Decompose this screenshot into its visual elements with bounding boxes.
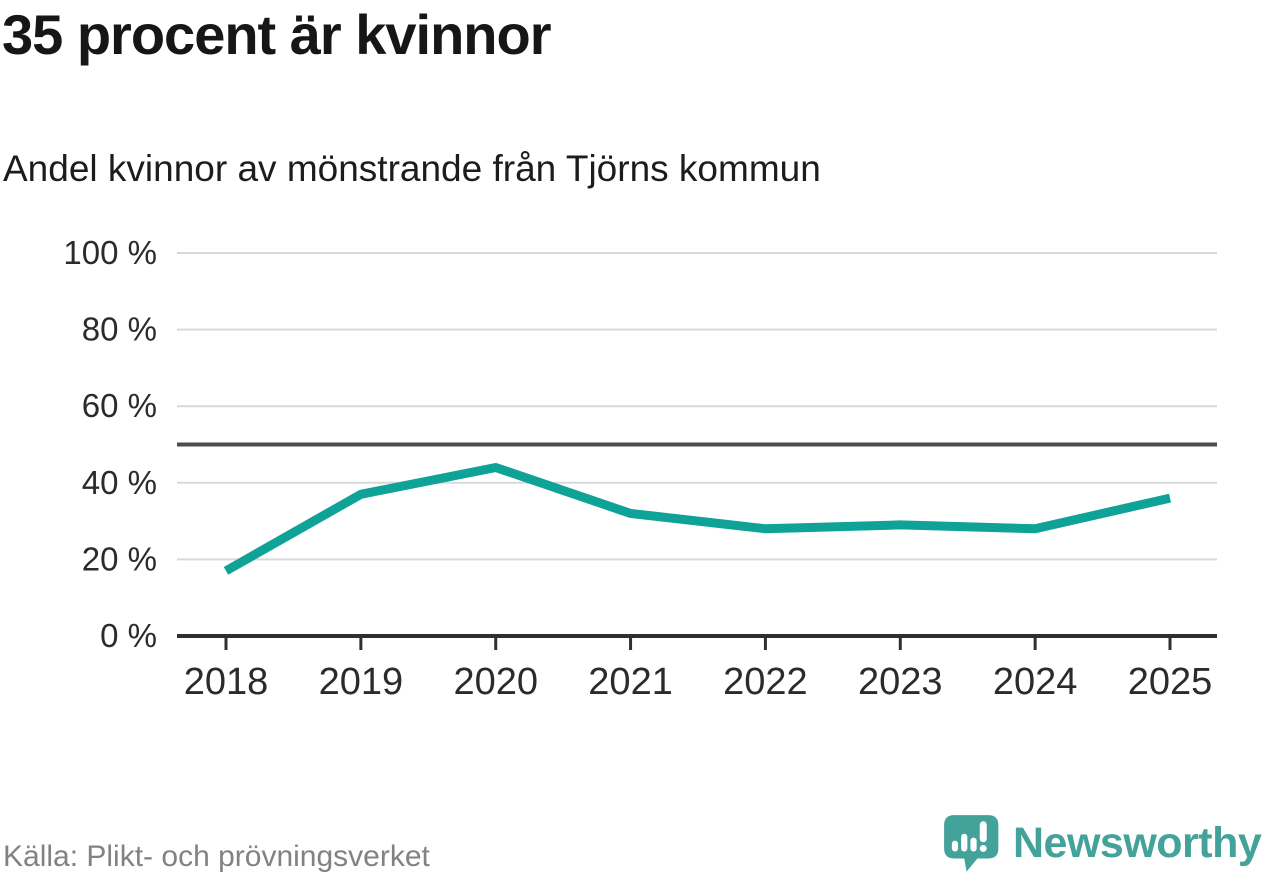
data-line-andel-kvinnor bbox=[223, 462, 1171, 575]
logo-exclamation-dot bbox=[979, 844, 987, 852]
logo-exclamation-stem bbox=[979, 821, 987, 843]
x-tick-label-2020: 2020 bbox=[453, 661, 538, 703]
y-tick-label-80: 80 % bbox=[82, 311, 157, 348]
logo-bar-medium bbox=[970, 837, 977, 852]
x-tick-label-2021: 2021 bbox=[588, 661, 673, 703]
chart-title: 35 procent är kvinnor bbox=[2, 3, 552, 66]
newsworthy-logo-icon bbox=[944, 815, 999, 872]
newsworthy-logo: Newsworthy bbox=[941, 810, 1262, 876]
y-tick-label-20: 20 % bbox=[82, 540, 157, 577]
x-tick-label-2018: 2018 bbox=[184, 661, 269, 703]
line-chart: 0 % 20 % 40 % 60 % 80 % 100 % 2018 2019 2020 2021… bbox=[63, 234, 1217, 703]
y-tick-label-40: 40 % bbox=[82, 464, 157, 501]
newsworthy-logo-text: Newsworthy bbox=[1013, 818, 1262, 867]
x-tick-label-2022: 2022 bbox=[723, 661, 808, 703]
chart-subtitle: Andel kvinnor av mönstrande från Tjörns … bbox=[3, 148, 821, 189]
source-note: Källa: Plikt- och prövningsverket bbox=[3, 840, 430, 873]
x-tick-label-2025: 2025 bbox=[1128, 661, 1213, 703]
x-tick-label-2019: 2019 bbox=[319, 661, 404, 703]
logo-bar-tall bbox=[961, 833, 968, 852]
y-tick-label-100: 100 % bbox=[63, 234, 157, 271]
x-tick-label-2023: 2023 bbox=[858, 661, 943, 703]
logo-bar-small bbox=[951, 840, 959, 852]
y-tick-label-60: 60 % bbox=[82, 387, 157, 424]
x-tick-label-2024: 2024 bbox=[993, 661, 1078, 703]
y-tick-label-0: 0 % bbox=[100, 617, 157, 654]
